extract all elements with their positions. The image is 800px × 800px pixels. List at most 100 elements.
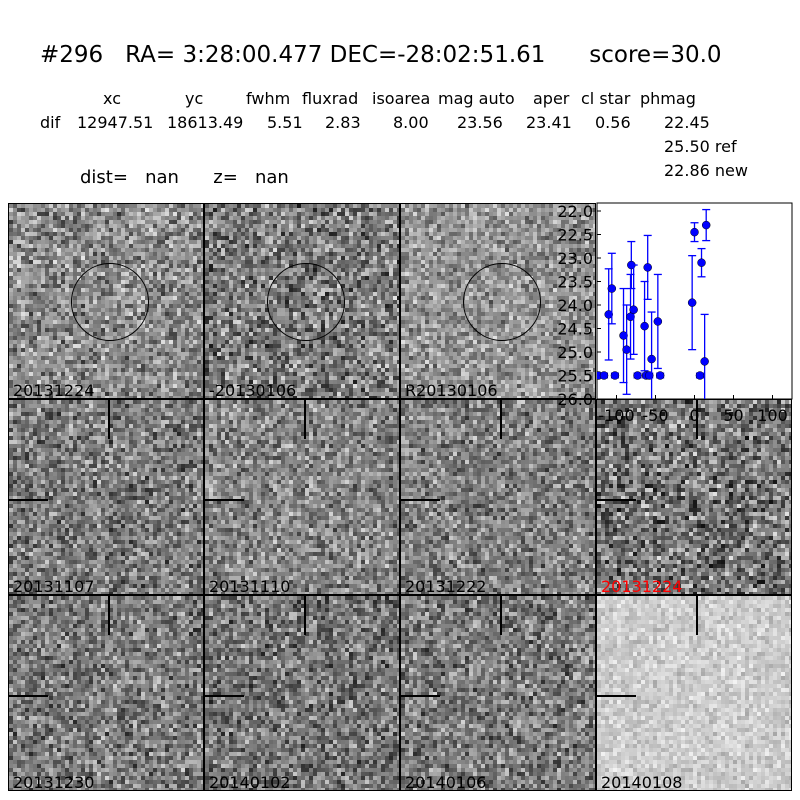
column-value: 2.83 [325,113,361,132]
data-point-group [607,252,617,325]
stamp-image [401,400,595,594]
stamp-date-label: 20140102 [209,773,291,791]
image-stamp: 20140108 [596,595,792,791]
image-stamp: 20131224 [596,399,792,595]
column-header: phmag [640,89,696,108]
x-tick-label: 100 [757,406,788,425]
stamp-image [597,596,791,790]
new-mag: 22.86 new [664,161,748,180]
image-stamp: 20131222 [400,399,596,595]
data-point-group [701,208,711,242]
data-point-group [700,313,709,399]
data-point-group [610,371,620,380]
y-tick-label: 25.0 [557,343,593,362]
data-point [655,371,665,380]
stamp-date-label: 20131230 [13,773,95,791]
figure-title: #296 RA= 3:28:00.477 DEC=-28:02:51.61 sc… [40,42,722,68]
data-point [604,310,613,319]
crosshair-tick [108,596,110,635]
data-point [643,263,652,272]
column-value: 23.41 [526,113,572,132]
stamp-date-label: 20131222 [405,577,487,595]
stamp-image [205,400,399,594]
data-point-group [647,311,656,399]
image-stamp: 20140102 [204,595,400,791]
crosshair-tick [108,400,110,439]
y-tick-label: 23.0 [557,249,593,268]
column-header: fwhm [246,89,291,108]
column-header: fluxrad [302,89,359,108]
image-stamp: 20131230 [8,595,204,791]
column-header: cl star [581,89,631,108]
data-point-group [633,371,642,380]
column-value: 12947.51 [77,113,154,132]
data-point [629,305,638,314]
data-point [690,227,699,237]
stamp-image [401,596,595,790]
crosshair-tick [696,400,698,439]
stamp-image [9,400,203,594]
crosshair-tick [500,596,502,635]
column-header: isoarea [372,89,431,108]
stamp-date-label: 20140108 [601,773,683,791]
data-point-group [599,371,609,380]
x-tick-label: -100 [598,406,634,425]
y-tick-label: 26.0 [557,390,593,409]
dist-z-readout: dist= nan z= nan [80,167,289,188]
column-value: 23.56 [457,113,503,132]
stamp-date-label: R20130106 [405,381,498,399]
x-tick-label: 50 [723,406,743,425]
row-label: dif [40,113,61,132]
column-value: 8.00 [393,113,429,132]
column-header: aper [533,89,570,108]
data-point [622,345,631,354]
data-point [619,331,628,340]
column-value: 5.51 [267,113,303,132]
source-circle [463,263,541,341]
image-stamp: 20131110 [204,399,400,595]
crosshair-tick [205,695,244,697]
image-stamp: 20140106 [400,595,596,791]
image-stamp: 20131107 [8,399,204,595]
x-tick-label: -50 [642,406,668,425]
data-point-group [604,268,613,361]
y-tick-label: 24.5 [557,320,593,339]
crosshair-tick [401,695,440,697]
ref-mag: 25.50 ref [664,137,737,156]
column-header: mag auto [438,89,515,108]
source-circle [267,263,345,341]
crosshair-tick [401,499,440,501]
data-point [607,284,617,293]
stamp-date-label: -20130106 [209,381,297,399]
data-point-group [643,234,652,301]
crosshair-tick [500,400,502,439]
column-value: 18613.49 [167,113,244,132]
y-tick-label: 22.0 [557,202,593,221]
data-point-group [653,273,663,370]
data-point [653,317,663,326]
stamp-image [205,596,399,790]
crosshair-tick [696,596,698,635]
stamp-date-label: 20131224 [13,381,95,399]
data-point-group [619,287,628,384]
stamp-date-label: 20140106 [405,773,487,791]
column-header: yc [185,89,204,108]
image-stamp: 20131224 [8,203,204,399]
y-tick-label: 25.5 [557,367,593,386]
data-point [599,371,609,380]
stamp-date-label: 20131224 [601,577,683,595]
data-point-group [629,264,638,356]
column-header: xc [103,89,121,108]
stamp-image [597,400,791,594]
y-tick-label: 23.5 [557,273,593,292]
data-point-group [622,304,631,395]
crosshair-tick [597,499,636,501]
data-point-group [695,371,705,380]
data-point [697,258,706,267]
image-stamp: R20130106 [400,203,596,399]
source-circle [71,263,149,341]
data-point-group [655,371,665,380]
crosshair-tick [304,596,306,635]
stamp-date-label: 20131107 [13,577,95,595]
